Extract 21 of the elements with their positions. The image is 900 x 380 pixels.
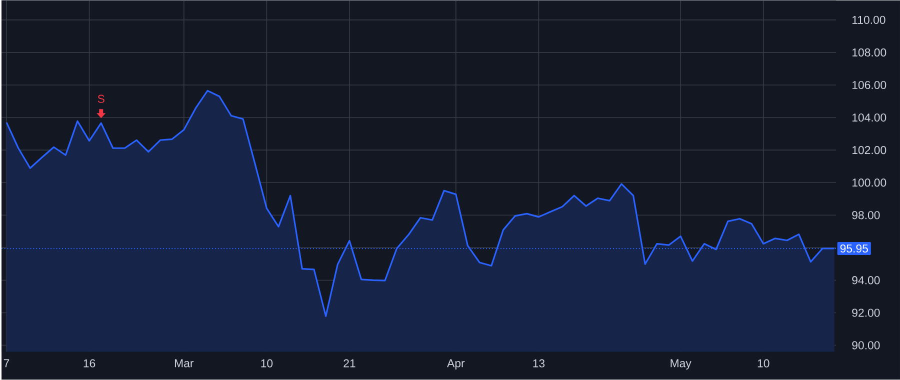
y-tick-label: 108.00	[852, 48, 886, 57]
x-tick-label: Apr	[447, 359, 465, 370]
x-tick-label: 13	[533, 359, 545, 368]
y-tick-label: 98.00	[852, 211, 880, 220]
y-tick-label: 100.00	[852, 178, 886, 187]
y-tick-label: 92.00	[852, 308, 880, 317]
y-tick-label: 106.00	[852, 81, 886, 90]
y-tick-label: 102.00	[852, 146, 886, 154]
x-tick-label: 10	[758, 359, 770, 368]
y-tick-label: 90.00	[852, 341, 880, 350]
y-tick-label: 104.00	[852, 114, 886, 122]
x-tick-label: May	[670, 359, 692, 370]
ref-line-label: 95.95	[840, 244, 868, 253]
annotation: S	[98, 94, 104, 104]
x-tick-label: 10	[261, 359, 273, 368]
x-tick-label: 21	[344, 359, 356, 368]
x-tick-label: 7	[4, 359, 10, 368]
x-tick-label: 16	[84, 359, 96, 368]
y-tick-label: 94.00	[852, 276, 880, 284]
y-tick-label: 110.00	[852, 16, 886, 24]
x-tick-label: Mar	[174, 359, 194, 368]
